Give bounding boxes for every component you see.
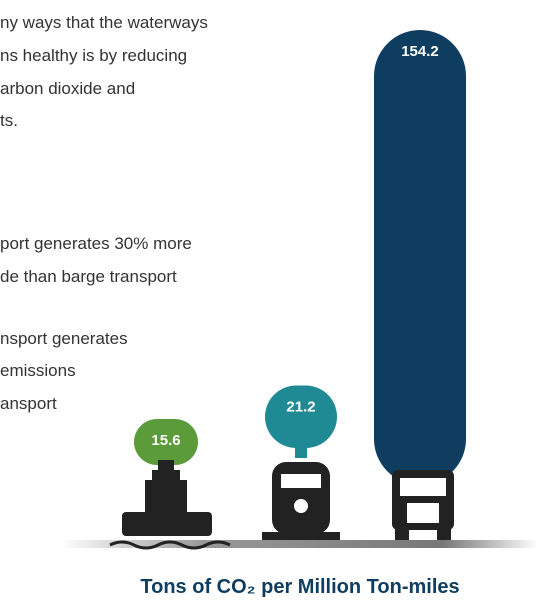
text-line: emissions: [0, 361, 76, 380]
value-label: 15.6: [151, 432, 180, 449]
text-line: arbon dioxide and: [0, 79, 135, 98]
text-line: nsport generates: [0, 329, 128, 348]
value-label: 21.2: [286, 398, 315, 415]
value-label: 154.2: [401, 43, 439, 60]
text-line: port generates 30% more: [0, 234, 192, 253]
train-icon: [262, 462, 340, 540]
truck-icon: [392, 470, 454, 540]
text-line: ny ways that the waterways: [0, 13, 208, 32]
smoke-column: [374, 30, 466, 485]
text-line: de than barge transport: [0, 267, 177, 286]
text-line: ts.: [0, 111, 18, 130]
infographic: ny ways that the waterways ns healthy is …: [0, 0, 538, 609]
caption: Tons of CO₂ per Million Ton-miles: [140, 576, 459, 598]
barge-icon: [110, 460, 230, 548]
text-line: ansport: [0, 394, 57, 413]
text-line: ns healthy is by reducing: [0, 46, 187, 65]
smoke-column: [265, 385, 337, 448]
text-block: ny ways that the waterways ns healthy is …: [0, 13, 208, 413]
smoke-columns: 15.6 21.2 154.2: [134, 30, 466, 495]
smoke-trail: [295, 446, 307, 458]
